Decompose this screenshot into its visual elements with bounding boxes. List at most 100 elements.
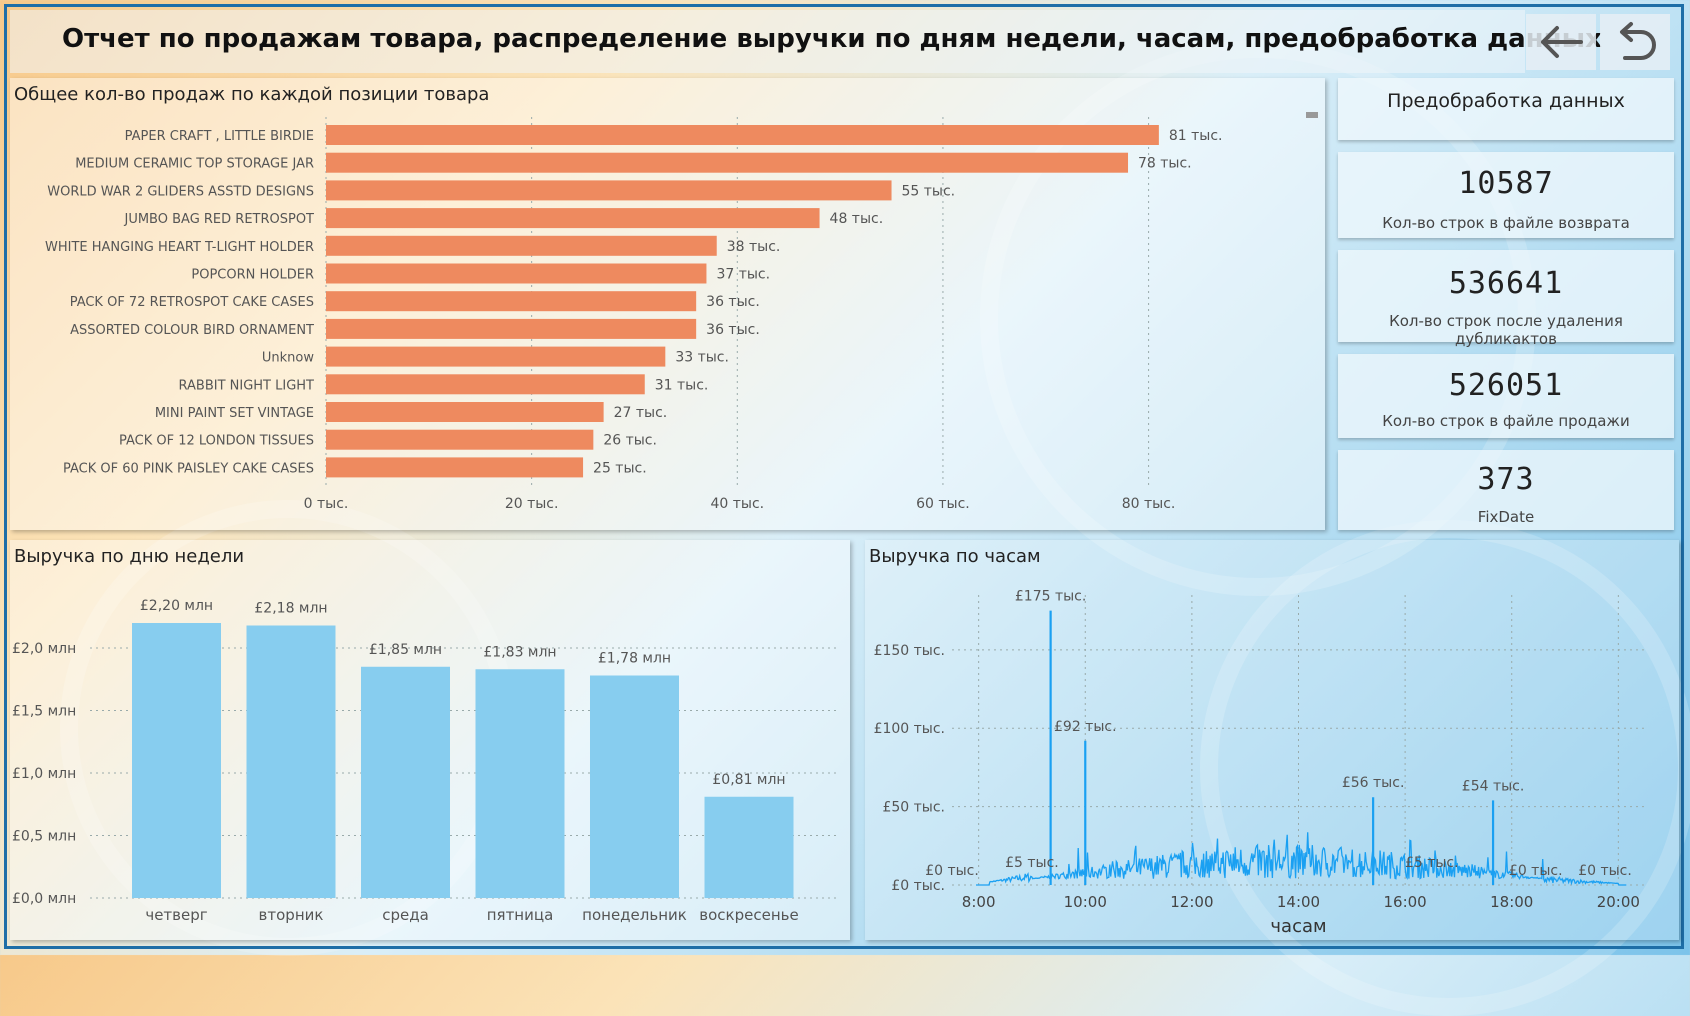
category-label: MEDIUM CERAMIC TOP STORAGE JAR (75, 157, 314, 172)
kpi-label: Кол-во строк в файле продажи (1382, 412, 1630, 430)
category-label: PACK OF 72 RETROSPOT CAKE CASES (70, 295, 314, 310)
data-label: £1,83 млн (483, 644, 556, 660)
kpi-card-fixdate: 373 FixDate (1338, 450, 1674, 530)
data-label: £0 тыс. (1578, 863, 1632, 879)
bar (246, 625, 336, 898)
data-label: 25 тыс. (593, 460, 647, 476)
kpi-section-header: Предобработка данных (1338, 78, 1674, 140)
data-label: 48 тыс. (830, 211, 884, 227)
weekday-chart-title: Выручка по дню недели (14, 546, 245, 567)
data-label: 27 тыс. (614, 405, 668, 421)
bar (475, 669, 565, 898)
chart-scrollbar[interactable] (1306, 112, 1318, 118)
hourly-chart-title: Выручка по часам (869, 546, 1041, 567)
y-tick-label: £50 тыс. (882, 800, 945, 816)
y-tick-label: £0 тыс. (891, 878, 945, 894)
x-tick-label: 20 тыс. (505, 496, 559, 512)
x-tick-label: 14:00 (1277, 893, 1320, 911)
category-label: четверг (145, 906, 207, 924)
kpi-section-title: Предобработка данных (1387, 90, 1625, 112)
x-tick-label: 12:00 (1170, 893, 1213, 911)
data-label: £175 тыс. (1015, 589, 1086, 605)
bar (326, 291, 697, 312)
data-label: 37 тыс. (716, 267, 770, 283)
bar (326, 429, 594, 450)
bar (590, 675, 679, 898)
x-tick-label: 10:00 (1064, 893, 1107, 911)
data-label: £92 тыс. (1054, 719, 1117, 735)
title-bar: Отчет по продажам товара, распределение … (10, 10, 1602, 73)
data-label: 33 тыс. (675, 350, 729, 366)
kpi-label: FixDate (1477, 508, 1535, 526)
x-tick-label: 40 тыс. (710, 496, 764, 512)
y-tick-label: £100 тыс. (874, 721, 945, 737)
weekday-bar-chart: £0,0 млн £0,5 млн £1,0 млн £1,5 млн £2,0 млн… (12, 598, 840, 924)
category-label: WHITE HANGING HEART T-LIGHT HOLDER (45, 240, 314, 255)
category-label: ASSORTED COLOUR BIRD ORNAMENT (70, 323, 314, 338)
kpi-value: 10587 (1458, 166, 1554, 201)
bar (326, 318, 697, 339)
y-tick-label: £2,0 млн (12, 641, 76, 657)
page-title: Отчет по продажам товара, распределение … (62, 24, 1602, 54)
x-tick-label: 18:00 (1490, 893, 1533, 911)
data-label: £5 тыс. (1005, 855, 1059, 871)
data-label: £56 тыс. (1342, 775, 1405, 791)
bar (704, 796, 794, 898)
y-tick-label: £150 тыс. (874, 643, 945, 659)
products-chart-title: Общее кол-во продаж по каждой позиции то… (14, 84, 490, 105)
bar (326, 263, 707, 284)
data-label: 31 тыс. (655, 377, 709, 393)
data-label: £54 тыс. (1462, 778, 1525, 794)
products-bar-chart: 0 тыс. 20 тыс. 40 тыс. 60 тыс. 80 тыс. PAPER … (45, 117, 1223, 512)
category-label: пятница (487, 906, 554, 924)
category-label: WORLD WAR 2 GLIDERS ASSTD DESIGNS (47, 184, 314, 199)
kpi-label: Кол-во строк в файле возврата (1382, 214, 1630, 232)
bar (326, 346, 666, 367)
x-tick-label: 60 тыс. (916, 496, 970, 512)
hourly-line-chart: £0 тыс. £50 тыс. £100 тыс. £150 тыс. 8:00 10:… (874, 589, 1645, 937)
y-tick-label: £0,5 млн (12, 829, 76, 845)
data-label: 78 тыс. (1138, 156, 1192, 172)
data-label: 81 тыс. (1169, 128, 1223, 144)
x-tick-label: 0 тыс. (304, 496, 349, 512)
reset-button[interactable] (1600, 14, 1670, 70)
x-tick-label: 20:00 (1597, 893, 1640, 911)
arrow-left-icon (1541, 26, 1583, 58)
category-label: вторник (259, 906, 324, 924)
bar (361, 666, 450, 898)
bar (326, 235, 717, 256)
kpi-value: 536641 (1448, 266, 1564, 301)
x-tick-label: 80 тыс. (1122, 496, 1176, 512)
kpi-label: Кол-во строк после удаления дубликактов (1389, 312, 1623, 348)
x-tick-label: 8:00 (962, 893, 996, 911)
bar (326, 180, 892, 201)
x-axis-title: часам (1270, 916, 1326, 937)
category-label: JUMBO BAG RED RETROSPOT (123, 212, 314, 227)
category-label: POPCORN HOLDER (191, 268, 314, 283)
data-label: £2,20 млн (140, 598, 213, 614)
bar (132, 623, 221, 898)
data-label: £1,85 млн (369, 642, 442, 658)
kpi-card-sales: 526051 Кол-во строк в файле продажи (1338, 354, 1674, 438)
x-tick-label: 16:00 (1383, 893, 1426, 911)
data-label: 36 тыс. (706, 322, 760, 338)
category-label: воскресенье (699, 906, 798, 924)
bar (326, 374, 645, 395)
category-label: RABBIT NIGHT LIGHT (179, 378, 315, 393)
data-label: 38 тыс. (727, 239, 781, 255)
data-label: £0 тыс. (925, 863, 979, 879)
undo-icon (1620, 22, 1656, 60)
bar (326, 152, 1129, 173)
back-button[interactable] (1526, 14, 1596, 70)
category-label: MINI PAINT SET VINTAGE (155, 406, 314, 421)
data-label: 55 тыс. (902, 183, 956, 199)
category-label: PACK OF 12 LONDON TISSUES (119, 434, 314, 449)
kpi-value: 373 (1477, 462, 1535, 497)
y-tick-label: £1,0 млн (12, 766, 76, 782)
bar (326, 457, 584, 478)
bar (326, 402, 604, 422)
category-label: PACK OF 60 PINK PAISLEY CAKE CASES (63, 461, 314, 476)
data-label: £1,78 млн (598, 651, 671, 667)
kpi-card-dedup: 536641 Кол-во строк после удаления дубли… (1338, 250, 1674, 348)
data-label: 36 тыс. (706, 294, 760, 310)
